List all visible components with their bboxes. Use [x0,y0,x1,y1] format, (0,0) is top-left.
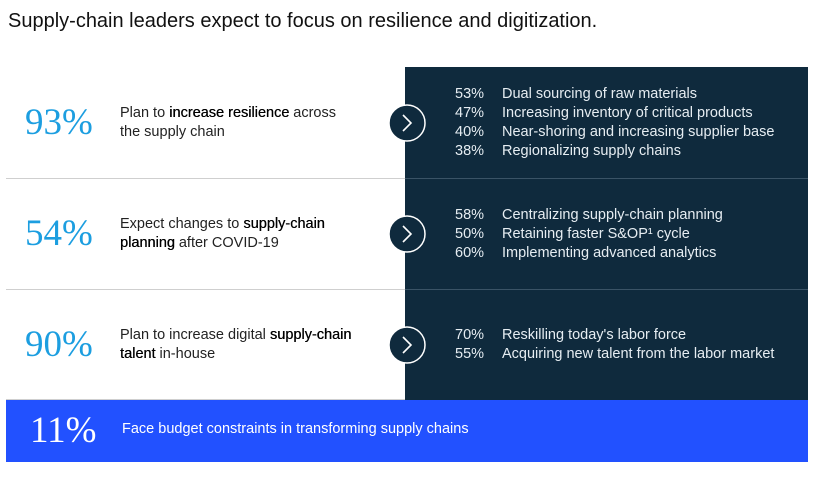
item-text: Increasing inventory of critical product… [502,104,753,121]
item-percent: 70% [455,327,485,343]
description-part: Expect changes to [120,216,244,232]
item-percent: 50% [455,225,485,242]
separator [405,178,808,179]
title: Supply-chain leaders expect to focus on … [8,10,598,32]
description-part: Plan to [120,104,170,121]
description-part: supply-chain talent [120,327,352,362]
arrow-icon [388,326,426,364]
separator [6,399,405,400]
item-text: Retaining faster S&OP¹ cycle [502,225,690,242]
description-part: after COVID-19 [174,235,279,251]
arrow-icon [388,215,426,253]
footer-percent: 11% [30,410,97,451]
item-text: Implementing advanced analytics [502,244,717,261]
item-text: Centralizing supply-chain planning [502,206,723,223]
item-text: Dual sourcing of raw materials [502,85,698,102]
item-text: Regionalizing supply chains [502,142,681,159]
item-percent: 40% [455,123,485,140]
footer-text: Face budget constraints in transforming … [122,421,469,437]
item-text: Acquiring new talent from the labor mark… [502,346,775,362]
item-text: Reskilling today's labor force [502,327,687,343]
description-part: in-house [155,346,216,362]
item-percent: 55% [455,346,485,362]
item-percent: 53% [455,85,485,102]
separator [405,289,808,290]
description: Expect changes to supply-chain planning … [120,215,360,253]
arrow-icon [388,103,426,142]
description-part: supply-chain planning [120,216,325,251]
item-percent: 38% [455,142,485,159]
item-percent: 47% [455,104,485,121]
big-percent: 90% [25,324,93,365]
item-text: Near-shoring and increasing supplier bas… [502,123,775,140]
dark-panel [405,67,808,400]
description: Plan to increase resilience across the s… [120,104,360,142]
description-part: across the supply chain [120,104,337,140]
description-part: increase resilience [169,104,290,121]
description-part: Plan to increase digital [120,327,270,343]
separator [6,289,405,290]
item-percent: 60% [455,244,485,261]
big-percent: 93% [25,101,93,143]
big-percent: 54% [25,213,93,254]
item-percent: 58% [455,206,485,223]
separator [6,178,405,179]
footer-bar [6,400,808,462]
description: Plan to increase digital supply-chain ta… [120,326,360,364]
